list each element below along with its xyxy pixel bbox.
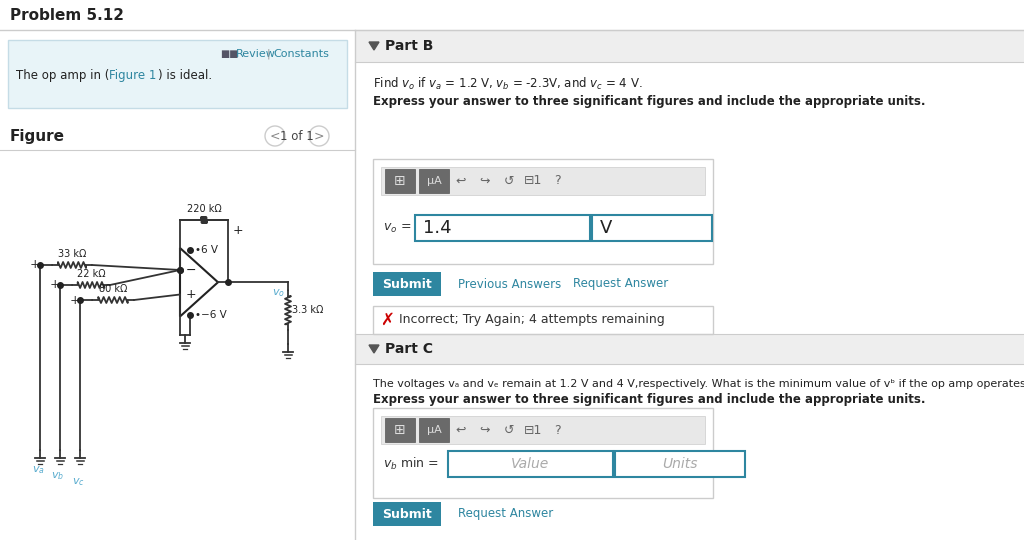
Text: V: V bbox=[600, 219, 612, 237]
Bar bbox=[615, 451, 745, 477]
Bar bbox=[592, 215, 712, 241]
Text: Part C: Part C bbox=[385, 342, 433, 356]
Text: ↺: ↺ bbox=[504, 174, 514, 187]
Text: 220 kΩ: 220 kΩ bbox=[186, 204, 221, 214]
Text: ✗: ✗ bbox=[380, 311, 394, 329]
Polygon shape bbox=[369, 345, 379, 353]
Text: +: + bbox=[70, 294, 81, 307]
Bar bbox=[381, 167, 705, 195]
Text: $v_b$ min =: $v_b$ min = bbox=[383, 456, 439, 472]
Text: Request Answer: Request Answer bbox=[573, 278, 669, 291]
Bar bbox=[373, 502, 441, 526]
Bar bbox=[355, 334, 1024, 364]
Text: ?: ? bbox=[554, 423, 560, 436]
Text: Express your answer to three significant figures and include the appropriate uni: Express your answer to three significant… bbox=[373, 96, 926, 109]
Text: Previous Answers: Previous Answers bbox=[458, 278, 561, 291]
Text: ↩: ↩ bbox=[456, 423, 466, 436]
Text: ⊟1: ⊟1 bbox=[524, 174, 542, 187]
Text: ?: ? bbox=[554, 174, 560, 187]
Bar bbox=[355, 364, 1024, 540]
Bar bbox=[373, 306, 713, 334]
Text: •−6 V: •−6 V bbox=[195, 309, 226, 320]
Bar bbox=[373, 272, 441, 296]
Text: ↪: ↪ bbox=[480, 423, 490, 436]
Bar bbox=[381, 416, 705, 444]
Text: +: + bbox=[50, 279, 60, 292]
Text: $v_o$: $v_o$ bbox=[272, 287, 285, 299]
Text: ↺: ↺ bbox=[504, 423, 514, 436]
Text: >: > bbox=[313, 130, 325, 143]
Text: The voltages vₐ and vₑ remain at 1.2 V and 4 V,respectively. What is the minimum: The voltages vₐ and vₑ remain at 1.2 V a… bbox=[373, 379, 1024, 389]
Text: ⊞: ⊞ bbox=[394, 423, 406, 437]
Text: $v_a$: $v_a$ bbox=[32, 464, 44, 476]
Text: 1.4: 1.4 bbox=[423, 219, 452, 237]
Text: Problem 5.12: Problem 5.12 bbox=[10, 8, 124, 23]
Text: Units: Units bbox=[663, 457, 697, 471]
Bar bbox=[8, 40, 347, 108]
Text: $v_o$ =: $v_o$ = bbox=[383, 221, 412, 234]
Text: Figure 1: Figure 1 bbox=[109, 70, 157, 83]
Bar bbox=[355, 62, 1024, 332]
Text: The op amp in (: The op amp in ( bbox=[16, 70, 110, 83]
Text: 80 kΩ: 80 kΩ bbox=[98, 284, 127, 294]
Bar bbox=[415, 215, 590, 241]
Text: <: < bbox=[269, 130, 281, 143]
Text: −: − bbox=[186, 264, 197, 276]
Text: Request Answer: Request Answer bbox=[458, 508, 553, 521]
Text: Express your answer to three significant figures and include the appropriate uni: Express your answer to three significant… bbox=[373, 394, 926, 407]
Text: ⊟1: ⊟1 bbox=[524, 423, 542, 436]
Polygon shape bbox=[369, 42, 379, 50]
Text: $v_c$: $v_c$ bbox=[72, 476, 84, 488]
Text: Value: Value bbox=[511, 457, 549, 471]
Text: 33 kΩ: 33 kΩ bbox=[57, 249, 86, 259]
Text: ⊞: ⊞ bbox=[394, 174, 406, 188]
Bar bbox=[355, 30, 1024, 62]
Text: Incorrect; Try Again; 4 attempts remaining: Incorrect; Try Again; 4 attempts remaini… bbox=[399, 314, 665, 327]
Text: Submit: Submit bbox=[382, 278, 432, 291]
Text: ↪: ↪ bbox=[480, 174, 490, 187]
Text: +: + bbox=[233, 224, 244, 237]
Bar bbox=[419, 418, 449, 442]
Text: +: + bbox=[186, 288, 197, 301]
Bar bbox=[373, 408, 713, 498]
Text: ) is ideal.: ) is ideal. bbox=[158, 70, 212, 83]
Text: μA: μA bbox=[427, 176, 441, 186]
Text: Review: Review bbox=[236, 49, 275, 59]
Bar bbox=[419, 169, 449, 193]
Text: Submit: Submit bbox=[382, 508, 432, 521]
Bar bbox=[0, 30, 355, 540]
Text: +: + bbox=[30, 259, 41, 272]
Text: 1 of 1: 1 of 1 bbox=[281, 130, 314, 143]
Text: Constants: Constants bbox=[273, 49, 329, 59]
Text: Find $v_o$ if $v_a$ = 1.2 V, $v_b$ = -2.3V, and $v_c$ = 4 V.: Find $v_o$ if $v_a$ = 1.2 V, $v_b$ = -2.… bbox=[373, 76, 643, 92]
Text: •6 V: •6 V bbox=[195, 245, 218, 255]
Text: ↩: ↩ bbox=[456, 174, 466, 187]
Text: $v_b$: $v_b$ bbox=[51, 470, 65, 482]
Bar bbox=[373, 159, 713, 264]
Text: |: | bbox=[267, 49, 270, 59]
Bar bbox=[385, 418, 415, 442]
Text: ■■: ■■ bbox=[220, 49, 239, 59]
Text: 22 kΩ: 22 kΩ bbox=[77, 269, 105, 279]
Text: μA: μA bbox=[427, 425, 441, 435]
Bar bbox=[449, 451, 613, 477]
Text: 3.3 kΩ: 3.3 kΩ bbox=[292, 305, 324, 315]
Text: Part B: Part B bbox=[385, 39, 433, 53]
Bar bbox=[0, 0, 1024, 30]
Bar bbox=[385, 169, 415, 193]
Text: Figure: Figure bbox=[10, 129, 65, 144]
